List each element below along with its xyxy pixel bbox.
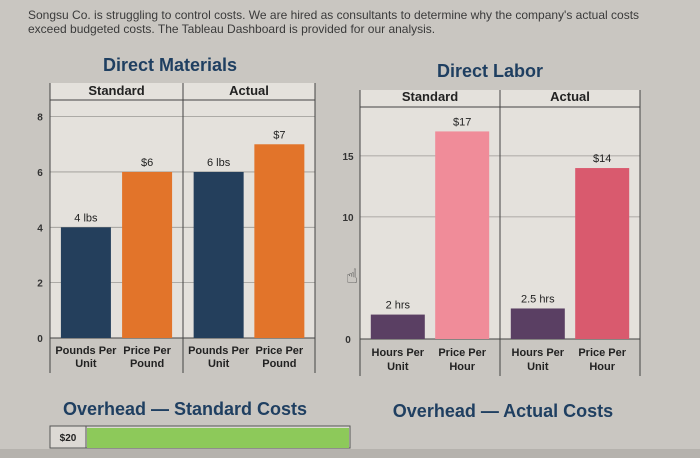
panel-header-standard: Standard — [88, 83, 144, 98]
intro-line-2: exceed budgeted costs. The Tableau Dashb… — [28, 22, 436, 36]
chart-direct-materials: 0 2 4 6 8 Direct Materials Standard Actual 4 lbs… — [37, 55, 316, 373]
data-label: $20 — [60, 433, 77, 444]
category-label: Price Per — [438, 347, 486, 359]
category-label: Pounds Per — [55, 345, 117, 357]
y-tick-label: 8 — [37, 113, 43, 124]
panel-header-actual: Actual — [229, 83, 269, 98]
category-label: Price Per — [123, 345, 171, 357]
y-tick-label: 4 — [37, 223, 43, 234]
category-label: Unit — [75, 358, 97, 370]
category-label: Unit — [208, 358, 230, 370]
chart-title: Direct Labor — [437, 61, 543, 81]
y-tick-label: 15 — [342, 152, 354, 163]
intro-text: Songsu Co. is struggling to control cost… — [28, 8, 688, 36]
bar — [370, 314, 425, 339]
intro-line-1: Songsu Co. is struggling to control cost… — [28, 8, 640, 22]
data-label: 2 hrs — [386, 300, 411, 312]
data-label: $7 — [273, 129, 285, 141]
y-tick-label: 0 — [345, 335, 351, 346]
category-label: Pounds Per — [188, 345, 250, 357]
data-label: $17 — [453, 116, 471, 128]
overhead-standard-title: Overhead — Standard Costs — [63, 399, 307, 419]
category-label: Hours Per — [512, 347, 565, 359]
category-label: Pound — [130, 358, 164, 370]
bar — [122, 171, 173, 338]
category-label: Pound — [262, 358, 296, 370]
category-label: Hour — [589, 361, 615, 373]
category-label: Unit — [387, 361, 409, 373]
data-label: 4 lbs — [74, 212, 98, 224]
bar — [87, 428, 349, 448]
bar — [575, 168, 630, 339]
panel-header-standard: Standard — [402, 89, 458, 104]
category-label: Price Per — [256, 345, 304, 357]
y-tick-label: 6 — [37, 168, 43, 179]
category-label: Hours Per — [372, 347, 425, 359]
hand-cursor-icon: ☝ — [346, 266, 358, 288]
category-label: Hour — [449, 361, 475, 373]
panel-header-actual: Actual — [550, 89, 590, 104]
y-tick-label: 0 — [37, 334, 43, 345]
data-label: 6 lbs — [207, 157, 231, 169]
y-tick-label: 10 — [342, 213, 354, 224]
chart-title: Direct Materials — [103, 55, 237, 75]
bar — [510, 308, 565, 339]
bar — [435, 131, 490, 339]
bar — [193, 171, 244, 338]
category-label: Unit — [527, 361, 549, 373]
data-label: $14 — [593, 153, 611, 165]
bottom-scroll-strip — [0, 449, 700, 458]
bar — [254, 144, 305, 338]
y-tick-label: 2 — [37, 279, 43, 290]
chart-direct-labor: 0 10 15 Direct Labor Standard Actual 2 hrs Hour… — [342, 61, 641, 376]
data-label: $6 — [141, 157, 153, 169]
bar — [60, 227, 111, 338]
category-label: Price Per — [578, 347, 626, 359]
overhead-section: Overhead — Standard Costs Overhead — Actu… — [49, 399, 613, 449]
overhead-actual-title: Overhead — Actual Costs — [393, 401, 613, 421]
data-label: 2.5 hrs — [521, 293, 555, 305]
